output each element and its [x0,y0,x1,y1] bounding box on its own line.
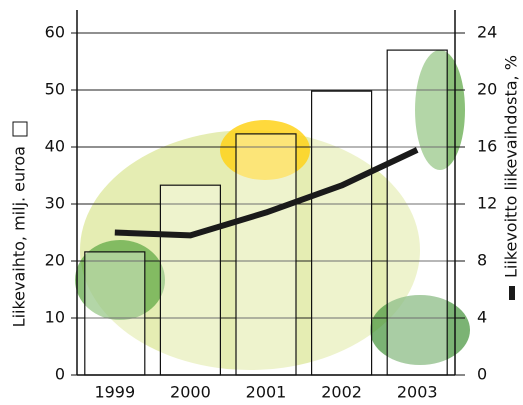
x-tick-label: 2000 [170,383,211,402]
legend-left: Liikevaihto, milj. euroa [10,121,29,327]
legend-right: Liikevoitto liikevaihdosta, % [502,55,521,300]
line [114,147,419,239]
y-tick-label: 60 [45,23,65,42]
bar [311,90,373,376]
y2-tick-label: 8 [477,251,487,270]
legend-label: Liikevaihto, milj. euroa [10,146,29,327]
y2-tick-label: 4 [477,308,487,327]
legend-symbol [12,121,28,137]
y2-tick-label: 24 [477,23,497,42]
y-tick-label: 30 [45,194,65,213]
x-tick-label: 2002 [321,383,362,402]
bar [159,184,221,376]
bar [235,133,297,376]
y-tick-label: 50 [45,80,65,99]
bar [386,49,448,376]
x-tick-label: 2003 [397,383,438,402]
y-tick-label: 20 [45,251,65,270]
legend-symbol [509,286,515,300]
legend-label: Liikevoitto liikevaihdosta, % [502,55,521,278]
y-tick-label: 10 [45,308,65,327]
y2-tick-label: 16 [477,137,497,156]
x-tick-label: 2001 [246,383,287,402]
y2-tick-label: 12 [477,194,497,213]
y-tick-label: 40 [45,137,65,156]
y2-tick-label: 20 [477,80,497,99]
y-tick-label: 0 [55,365,65,384]
x-tick-label: 1999 [94,383,135,402]
bar [84,251,146,376]
y2-tick-label: 0 [477,365,487,384]
